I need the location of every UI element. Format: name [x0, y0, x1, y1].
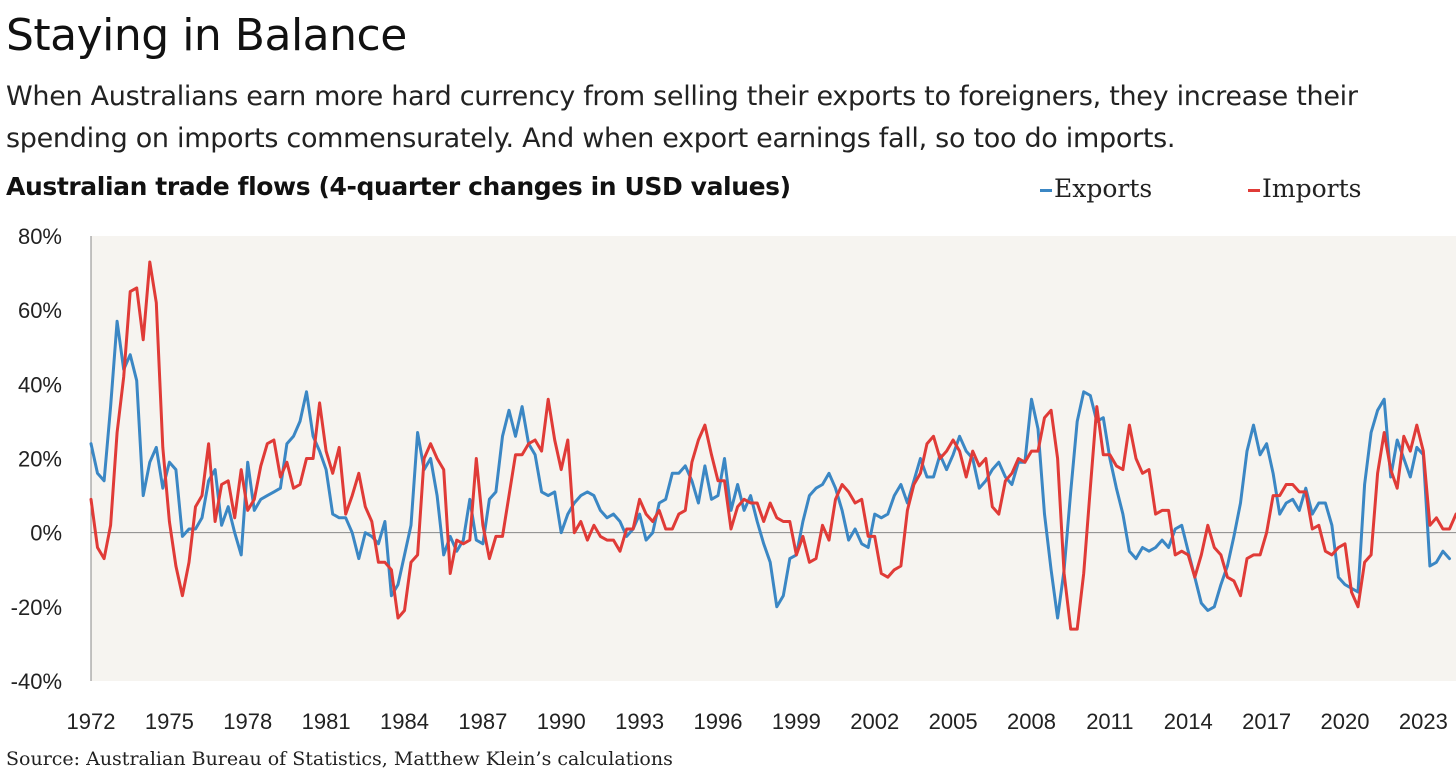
x-tick-label: 1972	[67, 709, 116, 734]
page-subtitle: When Australians earn more hard currency…	[6, 81, 1358, 154]
y-tick-label: 0%	[30, 521, 62, 546]
y-tick-label: 20%	[18, 447, 62, 472]
chart-title: Australian trade flows (4-quarter change…	[6, 172, 791, 201]
x-tick-label: 2011	[1086, 709, 1133, 734]
x-tick-label: 2008	[1007, 709, 1056, 734]
series-line-imports	[89, 260, 1456, 631]
y-tick-label: -40%	[11, 669, 62, 694]
legend-swatch-imports	[1248, 189, 1260, 192]
series-line-exports	[89, 319, 1451, 620]
y-tick-label: 80%	[18, 224, 62, 249]
x-tick-label: 1999	[772, 709, 821, 734]
legend-label-exports: Exports	[1054, 174, 1153, 203]
y-tick-label: 60%	[18, 298, 62, 323]
y-tick-label: 40%	[18, 372, 62, 397]
source-note: Source: Australian Bureau of Statistics,…	[6, 748, 673, 770]
x-tick-label: 2014	[1164, 709, 1213, 734]
x-tick-label: 2023	[1399, 709, 1448, 734]
x-tick-label: 1990	[537, 709, 586, 734]
x-tick-label: 1975	[145, 709, 194, 734]
y-tick-label: -20%	[11, 595, 62, 620]
x-tick-label: 1987	[458, 709, 507, 734]
x-tick-label: 2020	[1320, 709, 1369, 734]
x-tick-label: 1981	[302, 709, 351, 734]
x-tick-label: 1993	[615, 709, 664, 734]
x-tick-label: 1984	[380, 709, 429, 734]
legend-item-exports: Exports	[1040, 174, 1152, 203]
legend-label-imports: Imports	[1262, 174, 1362, 203]
page-title: Staying in Balance	[6, 10, 407, 61]
x-tick-label: 2017	[1242, 709, 1291, 734]
x-tick-label: 1978	[223, 709, 272, 734]
legend-swatch-exports	[1040, 189, 1052, 192]
legend-item-imports: Imports	[1248, 174, 1361, 203]
x-tick-label: 1996	[694, 709, 743, 734]
x-tick-label: 2005	[929, 709, 978, 734]
plot-area	[91, 236, 1456, 681]
x-tick-label: 2002	[850, 709, 899, 734]
